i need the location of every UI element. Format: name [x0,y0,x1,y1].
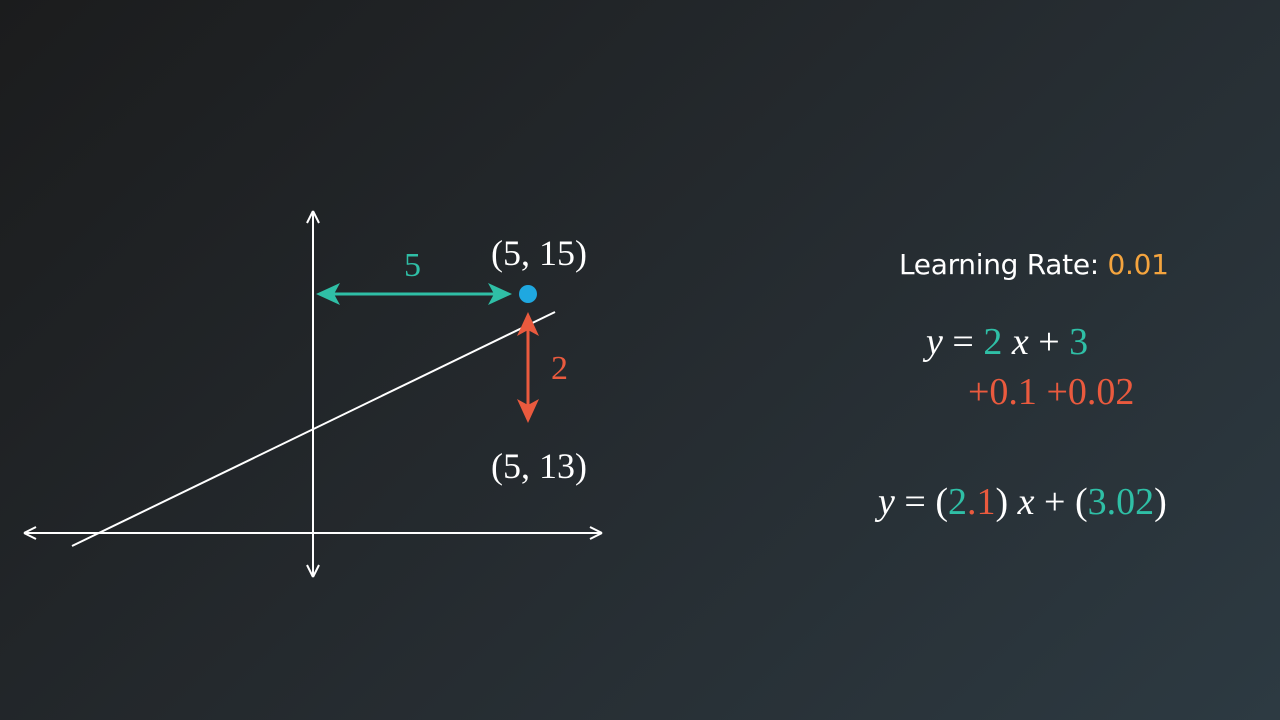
equation-updated: y = (2.1) x + (3.02) [878,480,1167,524]
eq1-intercept: 3 [1069,321,1089,363]
intercept-increment: +0.02 [1046,371,1135,413]
horizontal-distance-label: 5 [404,247,421,284]
x-axis-right-arrow-icon [589,526,603,540]
eq1-x: x [1011,321,1029,363]
y-axis-bottom-arrow-icon [306,564,320,578]
eq2-plus: + [1044,481,1066,523]
eq2-x: x [1017,481,1035,523]
vertical-distance-label: 2 [551,350,568,387]
eq2-lhs: y [878,481,895,523]
eq2-intercept: 3.02 [1087,481,1155,523]
vertical-arrowhead-up-icon [517,312,539,336]
learning-rate-line: Learning Rate: 0.01 [899,248,1169,281]
equation-increments: +0.1 +0.02 [968,370,1134,414]
data-point [519,285,537,303]
horizontal-arrowhead-right-icon [488,283,512,305]
eq1-plus: + [1038,321,1060,363]
eq2-open-paren-2: ( [1074,481,1088,523]
eq2-close-paren-1: ) [995,481,1009,523]
vertical-arrowhead-down-icon [517,399,539,423]
point-bottom-label: (5, 13) [491,446,587,486]
point-top-label: (5, 15) [491,233,587,273]
eq2-slope-int: 2 [947,481,967,523]
eq1-slope: 2 [983,321,1003,363]
learning-rate-label: Learning Rate: [899,248,1099,281]
regression-line [71,311,556,547]
y-axis-top-arrow-icon [306,210,320,224]
learning-rate-value: 0.01 [1107,248,1169,281]
eq1-equals: = [952,321,974,363]
x-axis-left-arrow-icon [23,526,37,540]
eq2-equals: = [904,481,926,523]
horizontal-arrowhead-left-icon [316,283,340,305]
slope-increment: +0.1 [968,371,1037,413]
eq1-lhs: y [926,321,943,363]
eq2-slope-frac: .1 [966,481,996,523]
eq2-open-paren-1: ( [935,481,948,523]
eq2-close-paren-2: ) [1154,481,1167,523]
equation-original: y = 2 x + 3 [926,320,1088,364]
